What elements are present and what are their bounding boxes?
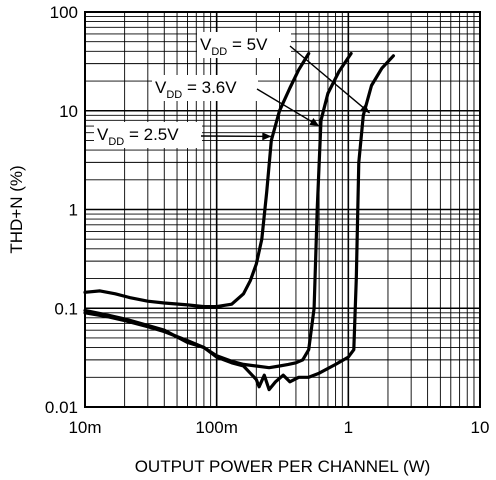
x-tick-label: 1 (344, 418, 353, 437)
x-tick-label: 10 (471, 418, 490, 437)
y-tick-labels: 0.01 0.1 1 10 100 (45, 3, 78, 417)
series-layer (83, 51, 395, 392)
x-tick-label: 100m (195, 418, 238, 437)
series-label-layer: VDD = 2.5V VDD = 3.6V VDD = 5V (94, 32, 371, 148)
series-leader-arrow-3 (360, 104, 370, 113)
series-leader-arrow-2 (309, 118, 320, 127)
y-tick-label: 0.1 (54, 299, 78, 318)
y-tick-label: 10 (59, 102, 78, 121)
series-label-3: VDD = 5V (200, 35, 268, 58)
x-axis-label: OUTPUT POWER PER CHANNEL (W) (135, 457, 431, 476)
series-leader-line-2 (256, 88, 320, 127)
y-tick-label: 0.01 (45, 398, 78, 417)
series-leader-arrow-1 (262, 132, 272, 141)
plot-frame (84, 11, 481, 408)
series-leader-line-3 (289, 45, 371, 114)
x-tick-label: 10m (68, 418, 101, 437)
series-label-1: VDD = 2.5V (97, 125, 179, 148)
y-tick-label: 1 (69, 201, 78, 220)
series-line-1 (83, 51, 311, 309)
y-tick-label: 100 (50, 3, 78, 22)
series-label-background (94, 122, 202, 148)
series-label-background (197, 32, 291, 58)
series-line-3 (83, 54, 395, 392)
x-tick-labels: 10m 100m 1 10 (68, 418, 489, 437)
series-label-2: VDD = 3.6V (155, 78, 237, 101)
series-label-background (152, 75, 258, 101)
y-axis-label: THD+N (%) (7, 165, 26, 253)
